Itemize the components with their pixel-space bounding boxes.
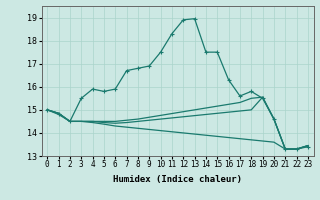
X-axis label: Humidex (Indice chaleur): Humidex (Indice chaleur) [113, 175, 242, 184]
